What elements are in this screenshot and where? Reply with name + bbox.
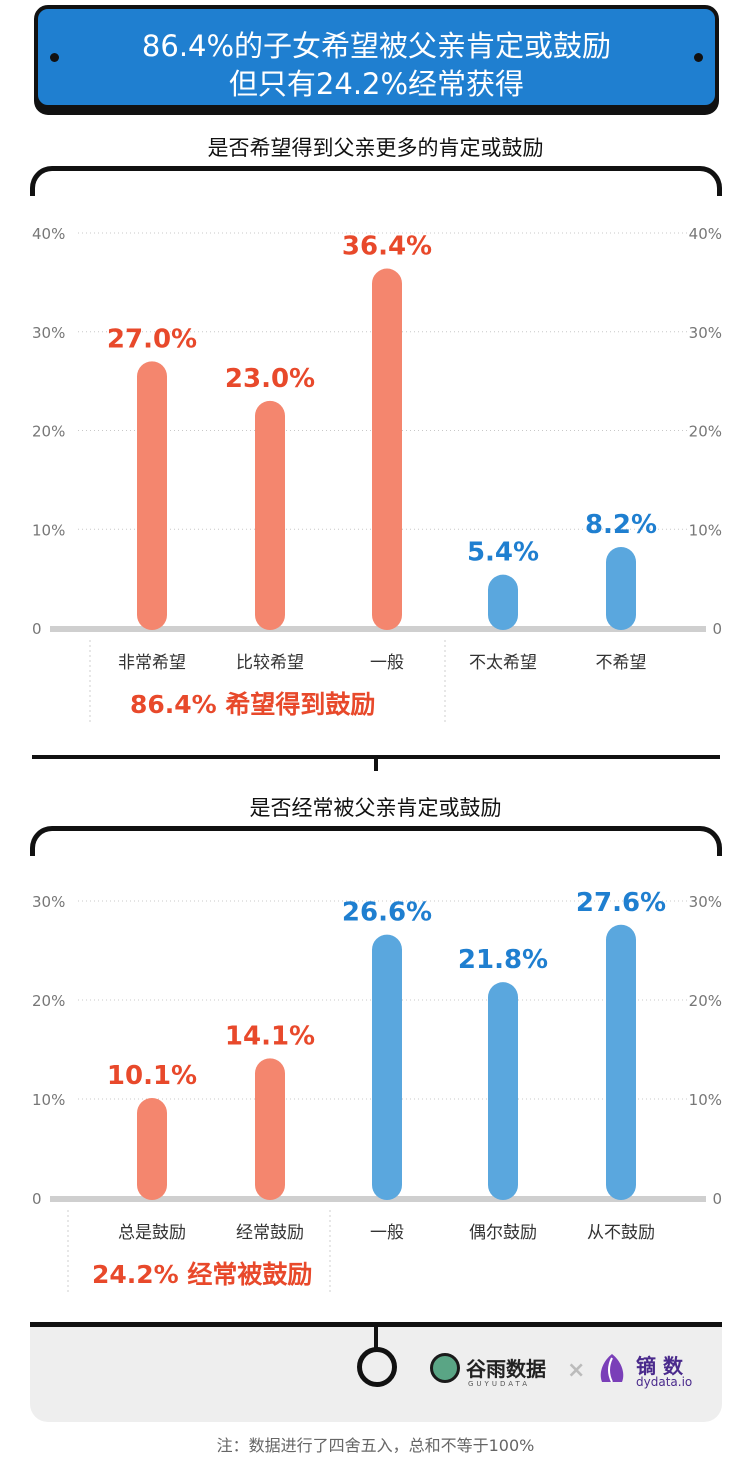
- baseline: [50, 626, 706, 632]
- bar-1: [137, 361, 167, 630]
- value-label: 26.6%: [342, 898, 432, 928]
- divider-knob: [374, 757, 378, 771]
- bar-2: [255, 400, 285, 630]
- y-tick-right: 30%: [689, 324, 722, 342]
- y-tick-right: 40%: [689, 225, 722, 243]
- y-tick-left: 20%: [32, 423, 65, 441]
- y-tick-left: 30%: [32, 893, 65, 911]
- title-banner: 86.4%的子女希望被父亲肯定或鼓励 但只有24.2%经常获得: [34, 5, 719, 109]
- bar-4: [488, 982, 518, 1200]
- bar-3: [372, 934, 402, 1200]
- category-label: 一般: [370, 1223, 404, 1243]
- value-label: 27.0%: [107, 324, 197, 354]
- value-label: 27.6%: [576, 888, 666, 918]
- value-label: 21.8%: [458, 945, 548, 975]
- y-tick-left: 10%: [32, 1091, 65, 1109]
- banner-rivet-right: [694, 53, 703, 62]
- value-label: 10.1%: [107, 1061, 197, 1091]
- footer-top-bar: [30, 1322, 722, 1327]
- chart1-svg: 0 0 10% 10% 20% 20% 30% 30% 40% 40% 27.0% 非常希望 23.0%…: [32, 225, 722, 723]
- category-label: 偶尔鼓励: [469, 1223, 537, 1243]
- category-label: 不希望: [596, 653, 647, 673]
- footer-stem: [374, 1327, 378, 1349]
- value-label: 5.4%: [467, 538, 539, 568]
- chart2-title: 是否经常被父亲肯定或鼓励: [249, 796, 502, 820]
- footnote: 注：数据进行了四舍五入，总和不等于100%: [216, 1436, 535, 1455]
- dydata-logo-name: 镝 数: [636, 1354, 683, 1378]
- bar-2: [255, 1058, 285, 1200]
- value-label: 8.2%: [585, 510, 657, 540]
- chart1-bracket: [30, 166, 722, 196]
- category-label: 非常希望: [118, 653, 186, 673]
- footer-panel: 谷雨数据 GUYUDATA × 镝 数 dydata.io: [30, 1322, 722, 1422]
- y-tick-right: 0: [712, 620, 722, 638]
- chart2-svg: 0 0 10% 10% 20% 20% 30% 30% 10.1% 总是鼓励 14.1% 经常鼓励 26…: [32, 888, 722, 1293]
- footer-ring-icon: [357, 1347, 397, 1387]
- chart2-group-label: 24.2% 经常被鼓励: [92, 1260, 313, 1289]
- banner-rivet-left: [50, 53, 59, 62]
- bar-5: [606, 547, 636, 630]
- value-label: 23.0%: [225, 364, 315, 394]
- dydata-logo: 镝 数 dydata.io: [596, 1348, 706, 1396]
- banner-title-line2: 但只有24.2%经常获得: [228, 67, 525, 101]
- y-tick-right: 20%: [689, 423, 722, 441]
- chart2-bracket: [30, 826, 722, 856]
- category-label: 从不鼓励: [587, 1223, 655, 1243]
- guyu-logo-sub: GUYUDATA: [468, 1380, 530, 1388]
- chart1-plot: 0 0 10% 10% 20% 20% 30% 30% 40% 40% 27.0% 非常希望 23.0%…: [0, 200, 751, 730]
- y-tick-right: 30%: [689, 893, 722, 911]
- y-tick-left: 10%: [32, 521, 65, 539]
- guyu-data-logo: 谷雨数据 GUYUDATA: [430, 1350, 555, 1392]
- bar-4: [488, 574, 518, 630]
- y-tick-right: 10%: [689, 521, 722, 539]
- y-tick-left: 0: [32, 620, 42, 638]
- guyu-logo-name: 谷雨数据: [466, 1357, 546, 1381]
- category-label: 经常鼓励: [236, 1223, 304, 1243]
- value-label: 14.1%: [225, 1021, 315, 1051]
- category-label: 比较希望: [236, 653, 304, 673]
- category-label: 总是鼓励: [118, 1223, 186, 1243]
- bar-3: [372, 268, 402, 630]
- dydata-logo-sub: dydata.io: [636, 1375, 693, 1389]
- banner-title-line1: 86.4%的子女希望被父亲肯定或鼓励: [141, 29, 612, 63]
- y-tick-right: 10%: [689, 1091, 722, 1109]
- y-tick-left: 0: [32, 1190, 42, 1208]
- y-tick-left: 30%: [32, 324, 65, 342]
- dydata-logo-icon: [600, 1354, 624, 1383]
- y-tick-right: 20%: [689, 992, 722, 1010]
- category-label: 一般: [370, 653, 404, 673]
- y-tick-left: 20%: [32, 992, 65, 1010]
- guyu-logo-icon: [430, 1353, 460, 1383]
- bar-1: [137, 1098, 167, 1200]
- partnership-x: ×: [567, 1358, 586, 1383]
- baseline: [50, 1196, 706, 1202]
- category-label: 不太希望: [469, 653, 537, 673]
- chart1-title: 是否希望得到父亲更多的肯定或鼓励: [207, 136, 544, 160]
- chart1-group-label: 86.4% 希望得到鼓励: [130, 690, 376, 719]
- y-tick-left: 40%: [32, 225, 65, 243]
- value-label: 36.4%: [342, 232, 432, 262]
- y-tick-right: 0: [712, 1190, 722, 1208]
- chart2-plot: 0 0 10% 10% 20% 20% 30% 30% 10.1% 总是鼓励 14.1% 经常鼓励 26…: [0, 860, 751, 1300]
- bar-5: [606, 924, 636, 1200]
